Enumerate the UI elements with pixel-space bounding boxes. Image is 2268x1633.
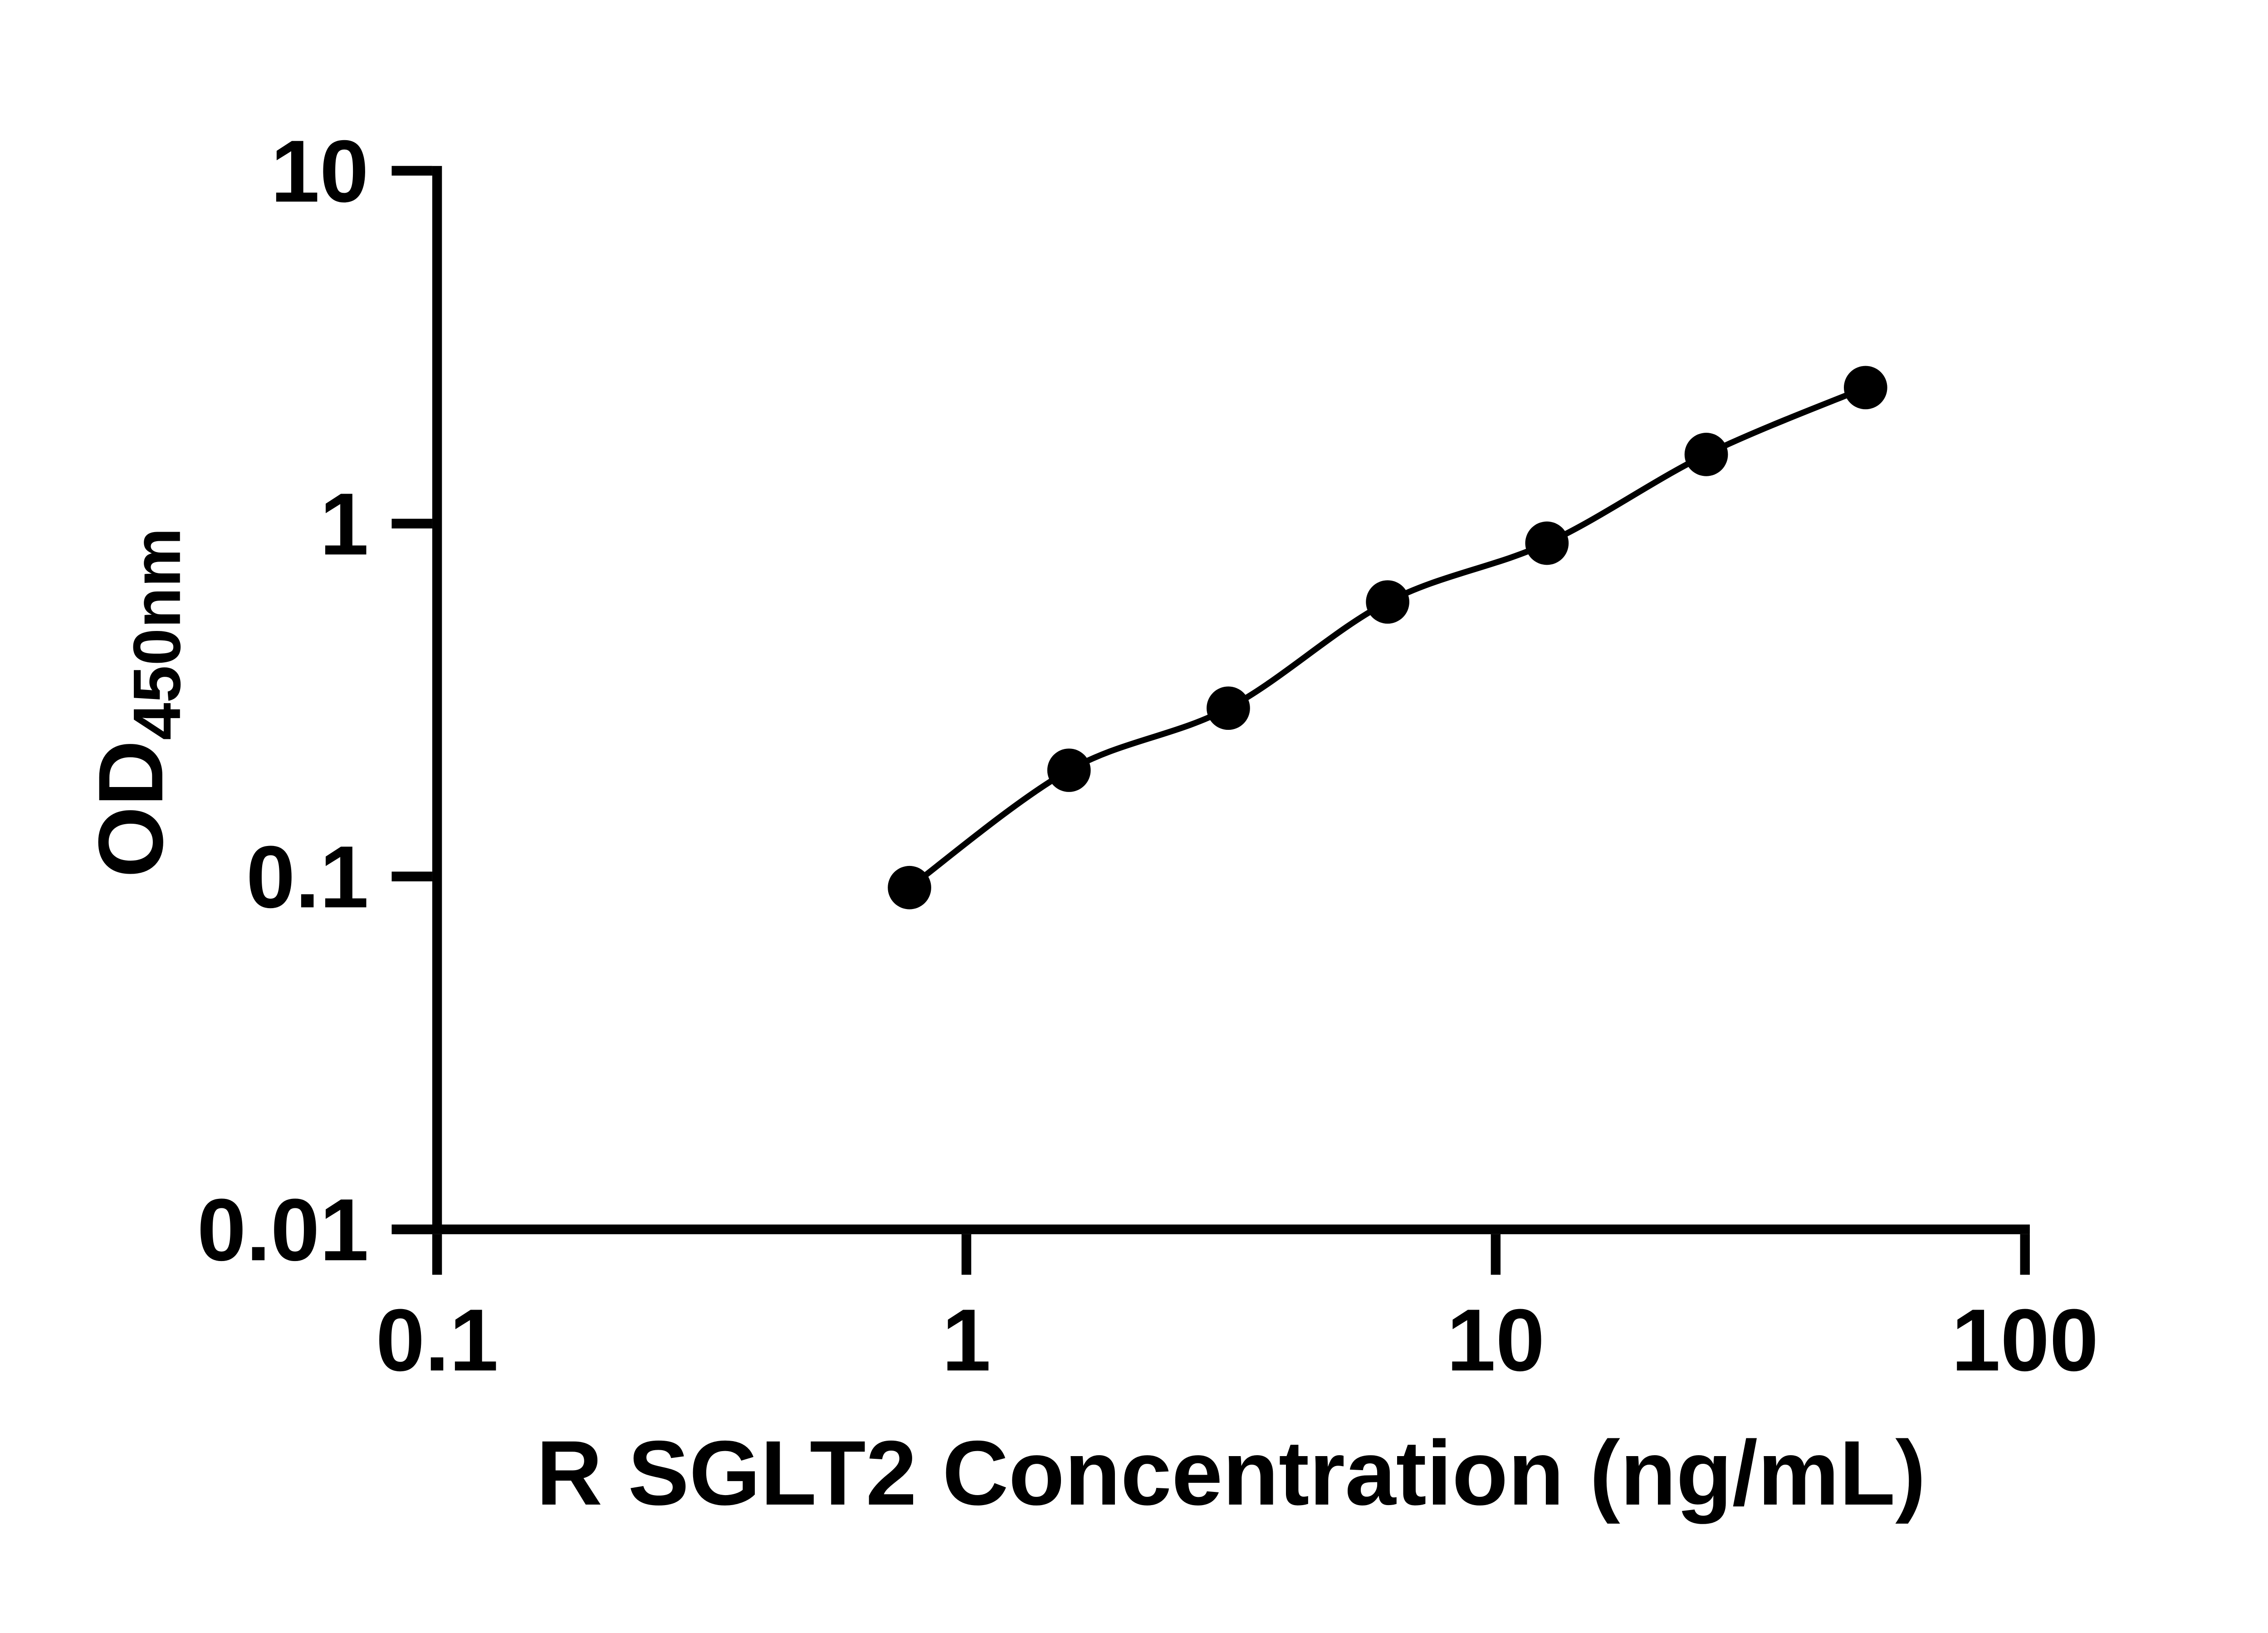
data-point bbox=[1525, 521, 1569, 565]
data-point bbox=[1207, 686, 1250, 730]
data-point bbox=[1047, 748, 1091, 792]
data-point bbox=[888, 865, 931, 909]
y-tick-label: 0.1 bbox=[246, 828, 369, 926]
data-point bbox=[1843, 366, 1887, 410]
y-tick-label: 10 bbox=[271, 122, 369, 220]
data-point bbox=[1684, 433, 1728, 476]
data-points bbox=[888, 366, 1887, 909]
x-tick-label: 100 bbox=[1951, 1291, 2098, 1389]
x-tick-label: 1 bbox=[942, 1291, 991, 1389]
x-axis-ticks: 0.1 1 10 100 bbox=[376, 1234, 2098, 1389]
x-tick-label: 0.1 bbox=[376, 1291, 498, 1389]
y-tick-label: 0.01 bbox=[197, 1181, 369, 1279]
data-point bbox=[1366, 580, 1409, 624]
x-axis-title: R SGLT2 Concentration (ng/mL) bbox=[536, 1422, 1926, 1524]
y-axis-ticks: 0.01 0.1 1 10 bbox=[197, 122, 432, 1279]
x-tick-label: 10 bbox=[1447, 1291, 1545, 1389]
y-tick-label: 1 bbox=[320, 475, 369, 573]
y-axis-title: OD450nm bbox=[79, 528, 195, 878]
